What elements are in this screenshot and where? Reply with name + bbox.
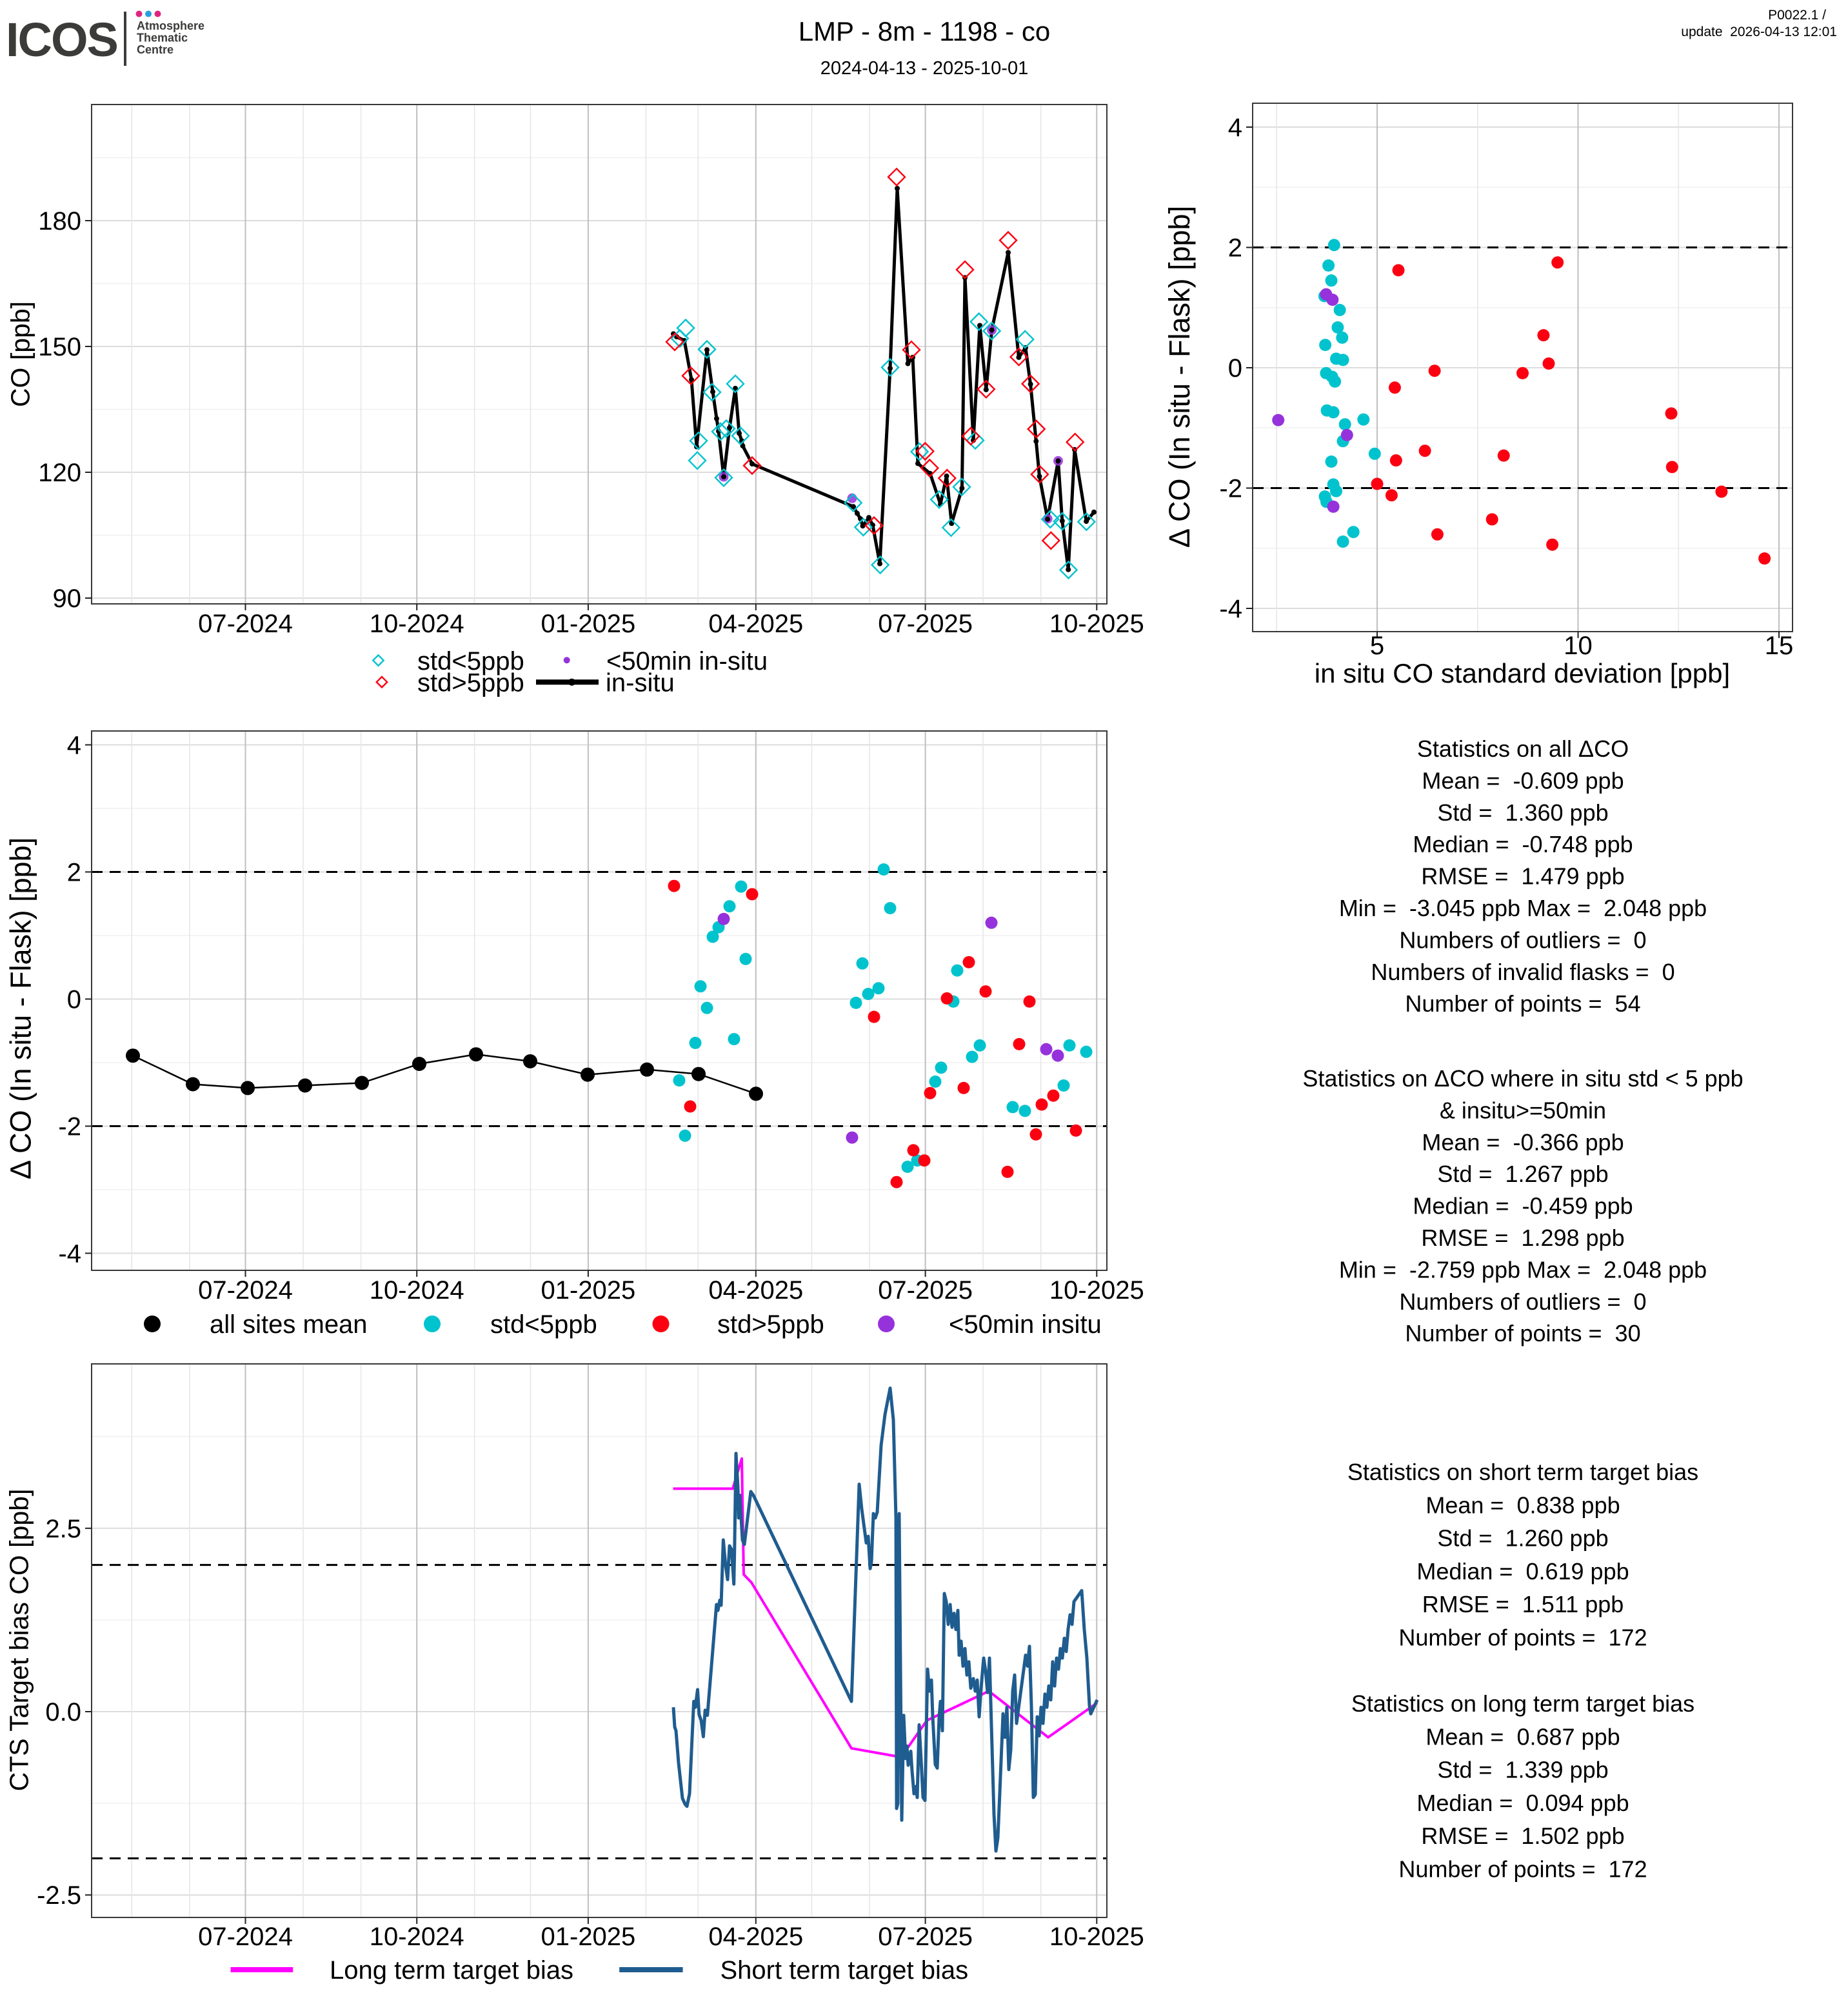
svg-text:RMSE = 1.479 ppb: RMSE = 1.479 ppb [1421, 863, 1624, 890]
svg-text:4: 4 [67, 732, 81, 760]
svg-text:Short term target bias: Short term target bias [720, 1956, 969, 1985]
svg-text:Median = -0.748 ppb: Median = -0.748 ppb [1413, 831, 1633, 857]
svg-text:07-2025: 07-2025 [878, 1923, 973, 1951]
svg-text:std<5ppb: std<5ppb [490, 1310, 597, 1339]
svg-text:Number of points = 30: Number of points = 30 [1405, 1320, 1640, 1346]
svg-text:2: 2 [67, 859, 81, 887]
svg-text:04-2025: 04-2025 [708, 1276, 803, 1305]
svg-text:4: 4 [1228, 114, 1242, 142]
svg-text:<50min in-situ: <50min in-situ [606, 647, 768, 675]
svg-text:Std = 1.339 ppb: Std = 1.339 ppb [1437, 1757, 1608, 1783]
svg-text:Number of points = 172: Number of points = 172 [1398, 1625, 1647, 1651]
svg-text:-2: -2 [58, 1113, 81, 1141]
svg-text:04-2025: 04-2025 [708, 1923, 803, 1951]
svg-text:std>5ppb: std>5ppb [717, 1310, 824, 1339]
svg-text:0: 0 [1228, 354, 1242, 383]
svg-text:180: 180 [38, 207, 81, 235]
svg-text:update 2026-04-13 12:01: update 2026-04-13 12:01 [1681, 25, 1837, 39]
svg-text:Centre: Centre [137, 43, 174, 56]
svg-text:10-2024: 10-2024 [370, 1276, 464, 1305]
svg-text:Numbers of outliers = 0: Numbers of outliers = 0 [1399, 1288, 1646, 1315]
svg-text:Statistics on ΔCO where in sit: Statistics on ΔCO where in situ std < 5 … [1302, 1065, 1743, 1092]
svg-text:& insitu>=50min: & insitu>=50min [1440, 1097, 1606, 1123]
svg-text:RMSE = 1.502 ppb: RMSE = 1.502 ppb [1421, 1823, 1624, 1849]
svg-text:ICOS: ICOS [6, 13, 117, 66]
svg-text:RMSE = 1.298 ppb: RMSE = 1.298 ppb [1421, 1225, 1624, 1251]
svg-text:P0022.1 /: P0022.1 / [1768, 8, 1826, 23]
svg-text:<50min insitu: <50min insitu [949, 1310, 1102, 1339]
svg-text:Statistics on all ΔCO: Statistics on all ΔCO [1417, 735, 1629, 762]
svg-text:Atmosphere: Atmosphere [137, 19, 204, 32]
svg-text:Mean = -0.366 ppb: Mean = -0.366 ppb [1422, 1129, 1624, 1156]
svg-text:in-situ: in-situ [606, 669, 675, 697]
svg-text:2024-04-13 - 2025-10-01: 2024-04-13 - 2025-10-01 [820, 58, 1028, 79]
svg-text:std<5ppb: std<5ppb [417, 647, 524, 675]
svg-text:07-2025: 07-2025 [878, 610, 973, 638]
svg-text:Min = -2.759 ppb Max = 2.048: Min = -2.759 ppb Max = 2.048 ppb [1339, 1256, 1707, 1283]
svg-text:Δ CO (In situ - Flask) [ppb]: Δ CO (In situ - Flask) [ppb] [5, 837, 37, 1179]
svg-text:Median = 0.094 ppb: Median = 0.094 ppb [1416, 1790, 1629, 1816]
svg-text:Min = -3.045 ppb Max = 2.048: Min = -3.045 ppb Max = 2.048 ppb [1339, 895, 1707, 921]
svg-text:in situ CO standard deviation: in situ CO standard deviation [ppb] [1315, 658, 1730, 688]
svg-text:10: 10 [1564, 632, 1593, 660]
svg-text:2: 2 [1228, 234, 1242, 263]
svg-text:RMSE = 1.511 ppb: RMSE = 1.511 ppb [1422, 1591, 1624, 1617]
svg-text:Δ CO (In situ - Flask) [ppb]: Δ CO (In situ - Flask) [ppb] [1163, 206, 1196, 548]
svg-text:10-2025: 10-2025 [1049, 1923, 1144, 1951]
svg-text:Mean = -0.609 ppb: Mean = -0.609 ppb [1422, 767, 1624, 794]
svg-text:07-2025: 07-2025 [878, 1276, 973, 1305]
svg-text:CTS Target bias CO [ppb]: CTS Target bias CO [ppb] [5, 1489, 34, 1792]
svg-text:10-2025: 10-2025 [1049, 1276, 1144, 1305]
svg-text:Numbers of invalid flasks = 0: Numbers of invalid flasks = 0 [1371, 959, 1674, 985]
svg-text:15: 15 [1765, 632, 1794, 660]
svg-text:Median = -0.459 ppb: Median = -0.459 ppb [1413, 1193, 1633, 1219]
svg-text:01-2025: 01-2025 [541, 610, 636, 638]
svg-text:0.0: 0.0 [45, 1698, 81, 1726]
svg-text:Statistics on short term targe: Statistics on short term target bias [1347, 1459, 1698, 1485]
svg-text:120: 120 [38, 459, 81, 487]
svg-text:Median = 0.619 ppb: Median = 0.619 ppb [1416, 1558, 1629, 1585]
svg-text:0: 0 [67, 986, 81, 1014]
svg-text:10-2024: 10-2024 [370, 1923, 464, 1951]
svg-text:90: 90 [53, 585, 82, 613]
svg-text:Std = 1.267 ppb: Std = 1.267 ppb [1437, 1161, 1608, 1187]
svg-text:01-2025: 01-2025 [541, 1276, 636, 1305]
svg-text:Number of points = 54: Number of points = 54 [1405, 990, 1640, 1017]
svg-text:07-2024: 07-2024 [198, 1923, 293, 1951]
svg-text:Statistics on long term target: Statistics on long term target bias [1351, 1690, 1694, 1717]
svg-text:-2.5: -2.5 [37, 1881, 81, 1910]
svg-text:10-2025: 10-2025 [1049, 610, 1144, 638]
svg-text:Std = 1.260 ppb: Std = 1.260 ppb [1437, 1525, 1608, 1552]
svg-text:std>5ppb: std>5ppb [417, 669, 524, 697]
svg-text:Mean = 0.687 ppb: Mean = 0.687 ppb [1426, 1723, 1620, 1750]
svg-text:LMP - 8m - 1198 - co: LMP - 8m - 1198 - co [799, 16, 1051, 46]
svg-text:01-2025: 01-2025 [541, 1923, 636, 1951]
svg-text:07-2024: 07-2024 [198, 610, 293, 638]
svg-text:-4: -4 [1219, 595, 1242, 623]
svg-text:CO [ppb]: CO [ppb] [6, 301, 35, 407]
svg-text:Numbers of outliers = 0: Numbers of outliers = 0 [1399, 926, 1646, 953]
svg-text:-2: -2 [1219, 475, 1242, 503]
svg-text:Long term target bias: Long term target bias [330, 1956, 573, 1985]
svg-text:07-2024: 07-2024 [198, 1276, 293, 1305]
svg-text:150: 150 [38, 333, 81, 361]
svg-text:all sites mean: all sites mean [210, 1310, 368, 1339]
svg-text:10-2024: 10-2024 [370, 610, 464, 638]
svg-text:Mean = 0.838 ppb: Mean = 0.838 ppb [1426, 1492, 1620, 1518]
svg-text:5: 5 [1370, 632, 1384, 660]
svg-text:Std = 1.360 ppb: Std = 1.360 ppb [1437, 799, 1608, 826]
svg-text:Number of points = 172: Number of points = 172 [1398, 1856, 1647, 1883]
svg-text:Thematic: Thematic [137, 32, 188, 45]
svg-text:04-2025: 04-2025 [708, 610, 803, 638]
svg-text:2.5: 2.5 [45, 1515, 81, 1543]
svg-text:-4: -4 [58, 1240, 81, 1268]
